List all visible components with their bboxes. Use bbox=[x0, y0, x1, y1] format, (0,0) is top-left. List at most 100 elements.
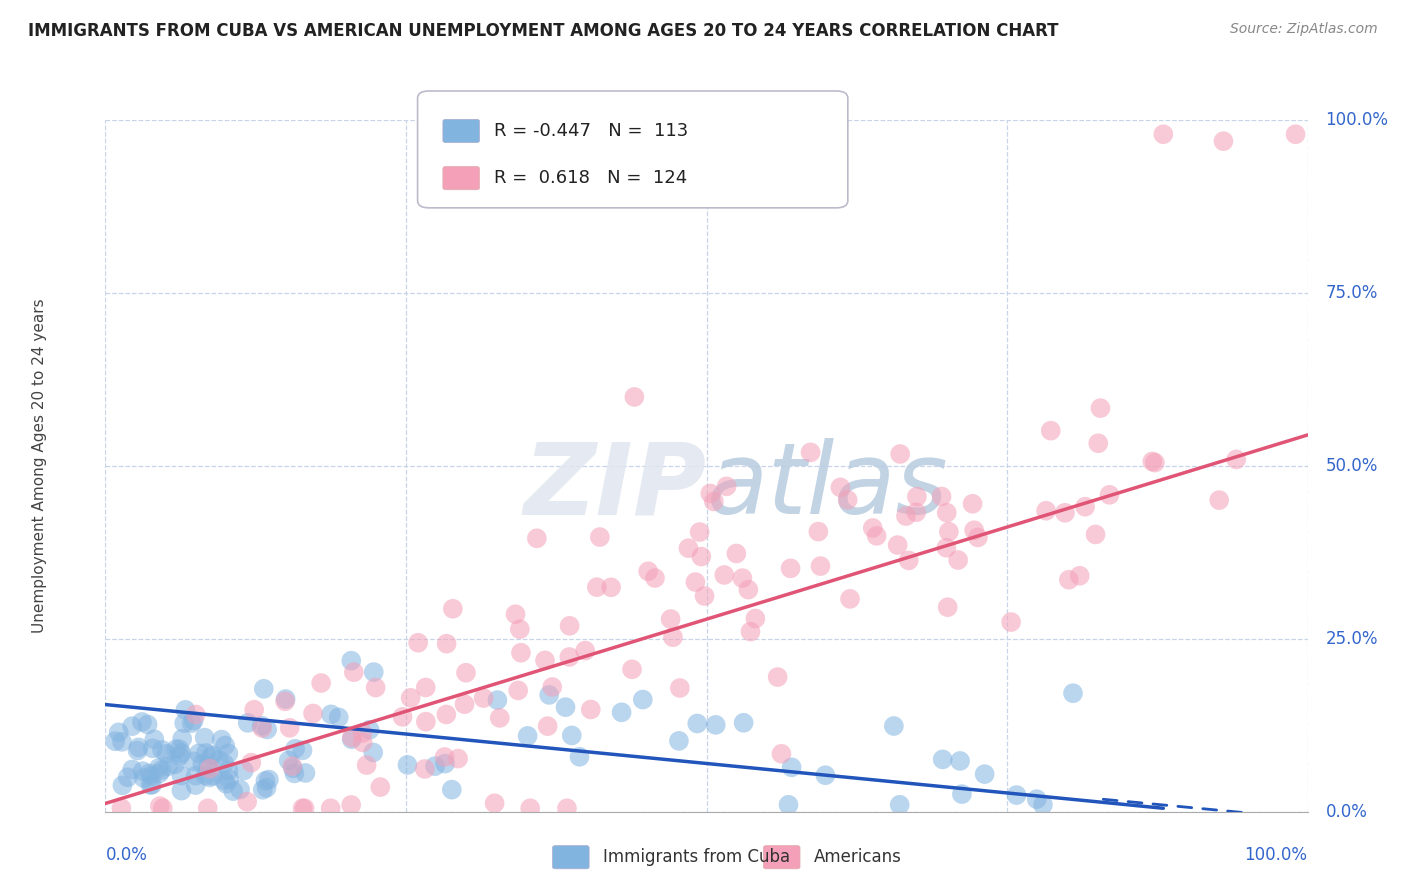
Point bbox=[433, 750, 456, 764]
Point bbox=[174, 703, 197, 717]
Point bbox=[839, 591, 862, 606]
Point bbox=[744, 611, 766, 625]
Point bbox=[574, 643, 596, 657]
Point bbox=[391, 710, 413, 724]
Text: Unemployment Among Ages 20 to 24 years: Unemployment Among Ages 20 to 24 years bbox=[32, 299, 46, 633]
Point bbox=[399, 690, 422, 705]
Point bbox=[150, 763, 173, 777]
Text: IMMIGRANTS FROM CUBA VS AMERICAN UNEMPLOYMENT AMONG AGES 20 TO 24 YEARS CORRELAT: IMMIGRANTS FROM CUBA VS AMERICAN UNEMPLO… bbox=[28, 22, 1059, 40]
Point bbox=[340, 731, 363, 745]
Point bbox=[668, 734, 690, 748]
Point bbox=[1053, 506, 1076, 520]
Point bbox=[406, 636, 429, 650]
Point bbox=[538, 688, 561, 702]
Point bbox=[669, 681, 692, 695]
Point bbox=[541, 680, 564, 694]
Point bbox=[1035, 504, 1057, 518]
Point bbox=[127, 743, 149, 757]
Point bbox=[779, 561, 801, 575]
Point bbox=[1000, 615, 1022, 629]
Text: 25.0%: 25.0% bbox=[1326, 630, 1378, 648]
Point bbox=[436, 637, 458, 651]
Point bbox=[214, 756, 236, 771]
Point bbox=[131, 764, 153, 779]
Point bbox=[253, 681, 276, 696]
Point bbox=[440, 782, 463, 797]
Point bbox=[740, 624, 762, 639]
Point bbox=[198, 762, 221, 776]
Point bbox=[254, 773, 277, 788]
Point bbox=[561, 728, 583, 742]
Point bbox=[250, 719, 273, 733]
Point bbox=[180, 716, 202, 731]
Point bbox=[600, 580, 623, 594]
Point bbox=[936, 600, 959, 615]
Point bbox=[202, 769, 225, 783]
Point bbox=[810, 559, 832, 574]
Point bbox=[488, 711, 510, 725]
Point bbox=[361, 746, 384, 760]
Point bbox=[283, 766, 305, 780]
Point bbox=[623, 390, 645, 404]
Point bbox=[252, 782, 274, 797]
Point bbox=[1212, 134, 1234, 148]
Point bbox=[434, 756, 457, 771]
Point bbox=[1152, 127, 1174, 141]
Point bbox=[938, 524, 960, 539]
Point bbox=[201, 747, 224, 762]
Point bbox=[568, 749, 591, 764]
Point bbox=[1062, 686, 1084, 700]
Point bbox=[486, 693, 509, 707]
Point bbox=[716, 479, 738, 493]
Point bbox=[889, 797, 911, 812]
Point bbox=[1143, 456, 1166, 470]
Point bbox=[155, 747, 177, 761]
Point bbox=[277, 754, 299, 768]
Point bbox=[278, 721, 301, 735]
Point bbox=[862, 521, 884, 535]
Point bbox=[889, 447, 911, 461]
Point bbox=[534, 653, 557, 667]
Point bbox=[136, 717, 159, 731]
Point bbox=[1025, 792, 1047, 806]
Point bbox=[364, 681, 387, 695]
Point bbox=[150, 743, 173, 757]
Point bbox=[731, 571, 754, 585]
Point bbox=[214, 739, 236, 753]
Point bbox=[343, 665, 366, 680]
Point bbox=[586, 580, 609, 594]
Point bbox=[229, 782, 252, 797]
Point bbox=[510, 646, 533, 660]
Point bbox=[935, 541, 957, 555]
Point bbox=[139, 778, 162, 792]
Point bbox=[172, 731, 194, 746]
Point bbox=[170, 768, 193, 782]
Point bbox=[685, 575, 707, 590]
Point bbox=[644, 571, 666, 585]
Point bbox=[508, 683, 530, 698]
Point bbox=[396, 757, 419, 772]
Text: ZIP: ZIP bbox=[523, 438, 707, 535]
Point bbox=[169, 749, 191, 764]
Point bbox=[170, 746, 193, 760]
Point bbox=[631, 692, 654, 706]
Point bbox=[589, 530, 612, 544]
Point bbox=[368, 780, 391, 794]
Point bbox=[931, 490, 953, 504]
Text: 50.0%: 50.0% bbox=[1326, 457, 1378, 475]
Point bbox=[215, 777, 238, 791]
Point bbox=[886, 538, 908, 552]
Point bbox=[302, 706, 325, 721]
Point bbox=[281, 761, 304, 775]
Point bbox=[415, 714, 437, 729]
Point bbox=[352, 735, 374, 749]
Point bbox=[447, 751, 470, 765]
Point bbox=[132, 771, 155, 785]
Point bbox=[678, 541, 700, 556]
Text: 0.0%: 0.0% bbox=[105, 847, 148, 864]
Point bbox=[946, 553, 969, 567]
Point bbox=[197, 759, 219, 773]
Point bbox=[1032, 797, 1054, 812]
Point bbox=[554, 700, 576, 714]
Point bbox=[935, 506, 957, 520]
